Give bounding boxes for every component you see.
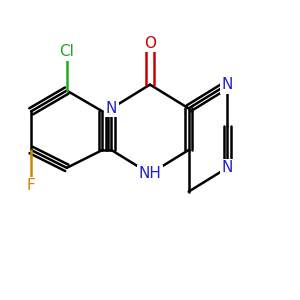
Text: NH: NH: [139, 166, 161, 181]
Text: F: F: [27, 178, 35, 193]
Text: O: O: [144, 35, 156, 50]
Text: Cl: Cl: [59, 44, 74, 59]
Text: N: N: [222, 77, 233, 92]
Text: N: N: [222, 160, 233, 175]
Text: N: N: [106, 101, 117, 116]
